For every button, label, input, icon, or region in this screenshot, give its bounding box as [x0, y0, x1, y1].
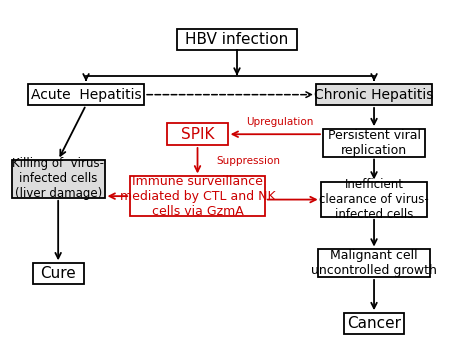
- Text: Cure: Cure: [40, 266, 76, 281]
- Text: Immune surveillance
mediated by CTL and NK
cells via GzmA: Immune surveillance mediated by CTL and …: [120, 175, 275, 218]
- FancyBboxPatch shape: [323, 129, 425, 157]
- FancyBboxPatch shape: [28, 84, 144, 105]
- Text: Chronic Hepatitis: Chronic Hepatitis: [314, 88, 434, 102]
- Text: HBV infection: HBV infection: [185, 32, 289, 47]
- FancyBboxPatch shape: [177, 29, 297, 50]
- FancyBboxPatch shape: [319, 250, 430, 277]
- FancyBboxPatch shape: [316, 84, 432, 105]
- Text: Inefficient
clearance of virus-
infected cells: Inefficient clearance of virus- infected…: [319, 178, 429, 221]
- Text: Suppression: Suppression: [216, 156, 280, 166]
- FancyBboxPatch shape: [167, 124, 228, 145]
- FancyBboxPatch shape: [130, 176, 265, 216]
- Text: Persistent viral
replication: Persistent viral replication: [328, 129, 420, 157]
- FancyBboxPatch shape: [12, 160, 105, 198]
- Text: Cancer: Cancer: [347, 316, 401, 331]
- FancyBboxPatch shape: [320, 183, 428, 217]
- Text: Killing of  virus-
infected cells
(liver damage): Killing of virus- infected cells (liver …: [12, 158, 104, 200]
- FancyBboxPatch shape: [33, 263, 84, 284]
- Text: SPIK: SPIK: [181, 127, 214, 142]
- FancyBboxPatch shape: [344, 313, 404, 334]
- Text: Acute  Hepatitis: Acute Hepatitis: [31, 88, 141, 102]
- Text: Upregulation: Upregulation: [246, 117, 314, 127]
- Text: Malignant cell
uncontrolled growth: Malignant cell uncontrolled growth: [311, 249, 437, 277]
